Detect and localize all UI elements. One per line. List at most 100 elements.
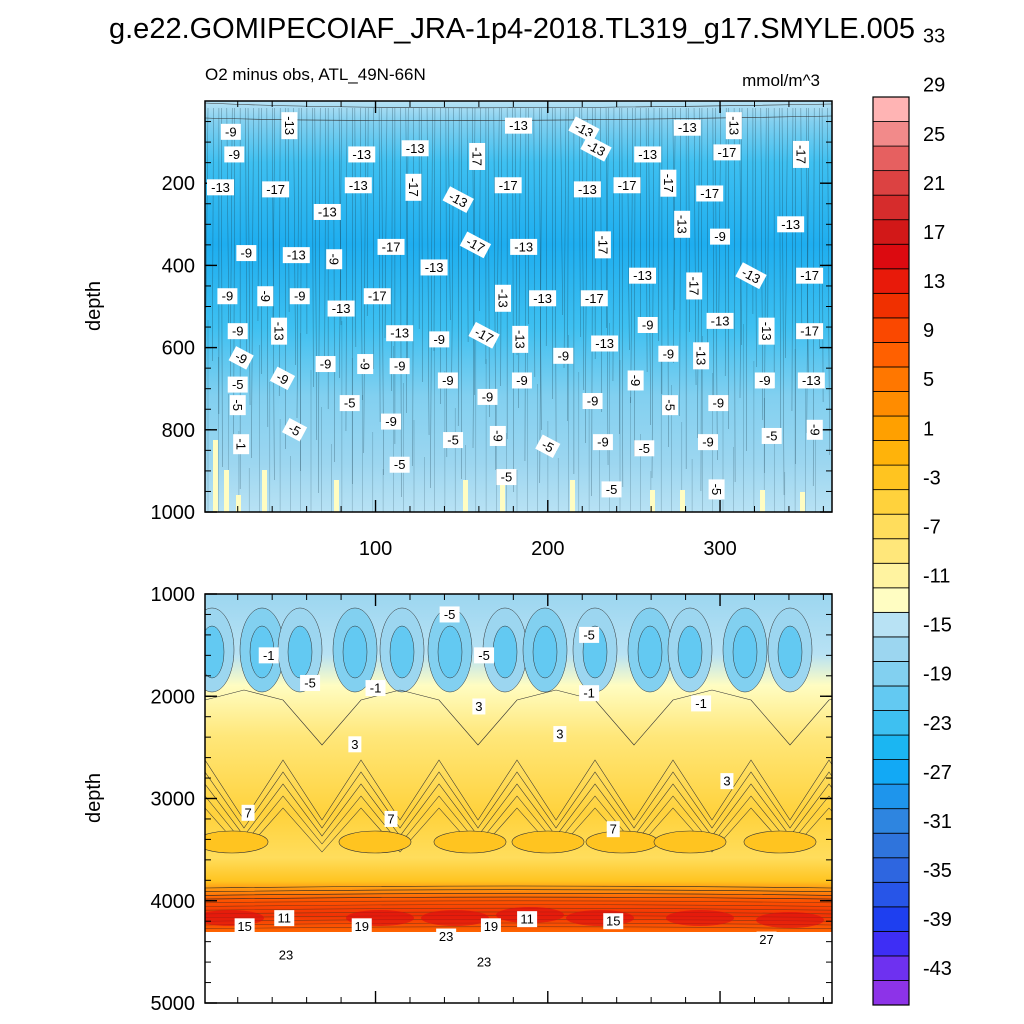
contour-label: 11 [274, 910, 295, 927]
svg-text:-9: -9 [433, 332, 445, 347]
svg-text:-5: -5 [447, 433, 459, 448]
svg-text:15: 15 [606, 914, 620, 929]
svg-text:-17: -17 [382, 239, 401, 254]
contour-label: -5 [662, 395, 679, 416]
svg-text:-9: -9 [628, 375, 643, 387]
contour-label: -17 [469, 142, 486, 170]
svg-text:19: 19 [484, 919, 498, 934]
colorbar-label: -3 [923, 467, 941, 489]
svg-text:-5: -5 [663, 399, 678, 411]
contour-label: -13 [271, 317, 288, 345]
svg-text:-17: -17 [800, 268, 819, 283]
contour-label: -13 [281, 112, 298, 140]
colorbar-swatch [872, 808, 910, 834]
svg-text:-9: -9 [713, 396, 725, 411]
contour-label: -9 [227, 323, 248, 340]
svg-text:-17: -17 [266, 182, 285, 197]
lower-y-axis-label: depth [83, 773, 105, 823]
colorbar-swatch [872, 145, 910, 172]
contour-label: -9 [708, 395, 729, 412]
y-tick-label: 5000 [151, 993, 196, 1015]
colorbar-swatch [872, 980, 910, 1006]
svg-text:-17: -17 [585, 291, 604, 306]
contour-label: -13 [591, 335, 619, 352]
contour-label: -9 [710, 228, 731, 245]
svg-text:-13: -13 [595, 336, 614, 351]
contour-label: -17 [594, 231, 611, 259]
contour-label: -9 [269, 366, 296, 391]
contour-label: -9 [511, 372, 532, 389]
svg-text:-13: -13 [514, 239, 533, 254]
svg-text:-9: -9 [516, 373, 528, 388]
svg-text:-9: -9 [385, 414, 397, 429]
colorbar-swatch [872, 611, 910, 638]
colorbar-swatch [872, 489, 910, 515]
contour-label: -5 [339, 395, 360, 412]
contour-label: -13 [344, 177, 372, 194]
contour-label: -9 [658, 345, 679, 362]
contour-label: -5 [601, 481, 622, 498]
svg-text:-13: -13 [711, 313, 730, 328]
contour-label: -9 [754, 372, 775, 389]
contour-label: -9 [697, 434, 718, 451]
contour-label: -17 [660, 169, 677, 197]
svg-text:-13: -13 [678, 120, 697, 135]
colorbar-label: -7 [923, 516, 941, 538]
svg-text:-9: -9 [702, 435, 714, 450]
contour-label: -13 [512, 325, 529, 353]
svg-text:19: 19 [355, 919, 369, 934]
contour-label: -17 [494, 177, 522, 194]
svg-text:-5: -5 [444, 607, 456, 622]
colorbar-swatch [872, 292, 910, 319]
contour-label: -17 [696, 185, 724, 202]
svg-text:-9: -9 [358, 358, 373, 370]
svg-text:-9: -9 [229, 147, 241, 162]
svg-text:3: 3 [351, 737, 358, 752]
svg-text:-13: -13 [349, 178, 368, 193]
svg-text:-1: -1 [695, 696, 707, 711]
colorbar-swatch [872, 562, 910, 589]
contour-label: -9 [357, 354, 374, 375]
colorbar-swatch [872, 857, 910, 883]
svg-text:-1: -1 [370, 681, 382, 696]
contour-label: -13 [442, 186, 474, 214]
colorbar-label: 25 [923, 124, 945, 146]
svg-text:-17: -17 [687, 277, 702, 296]
contour-label: 27 [756, 931, 777, 948]
colorbar-label: 5 [923, 369, 934, 391]
svg-text:-9: -9 [258, 290, 273, 302]
svg-text:-9: -9 [225, 124, 237, 139]
svg-text:-17: -17 [700, 186, 719, 201]
svg-text:-9: -9 [394, 359, 406, 374]
contour-label: -9 [381, 413, 402, 430]
contour-label: -17 [377, 238, 405, 255]
svg-text:-13: -13 [638, 147, 657, 162]
colorbar-swatch [872, 513, 910, 540]
svg-text:-9: -9 [558, 348, 570, 363]
svg-text:-1: -1 [263, 648, 275, 663]
svg-text:-13: -13 [318, 204, 337, 219]
contour-label: -1 [258, 647, 279, 664]
contour-label: -5 [579, 626, 600, 643]
svg-text:3: 3 [723, 774, 730, 789]
colorbar: -43-39-35-31-27-23-19-15-11-7-3159131721… [872, 26, 952, 1006]
contour-label: -17 [459, 231, 492, 259]
colorbar-swatch [872, 243, 910, 270]
svg-text:-9: -9 [597, 435, 609, 450]
colorbar-swatch [872, 170, 910, 196]
svg-text:-5: -5 [232, 377, 244, 392]
contour-label: -17 [580, 290, 608, 307]
contour-label: -9 [489, 425, 506, 446]
contour-label: 19 [480, 918, 501, 935]
colorbar-swatch [872, 587, 910, 613]
colorbar-label: -39 [923, 909, 952, 931]
colorbar-swatch [872, 832, 910, 859]
svg-text:-9: -9 [327, 253, 342, 265]
contour-label: 15 [603, 913, 624, 930]
contour-label: -5 [496, 469, 517, 486]
svg-text:-17: -17 [499, 178, 518, 193]
svg-text:-5: -5 [709, 484, 724, 496]
contour-label: -9 [806, 419, 823, 440]
contour-label: -5 [281, 418, 308, 442]
